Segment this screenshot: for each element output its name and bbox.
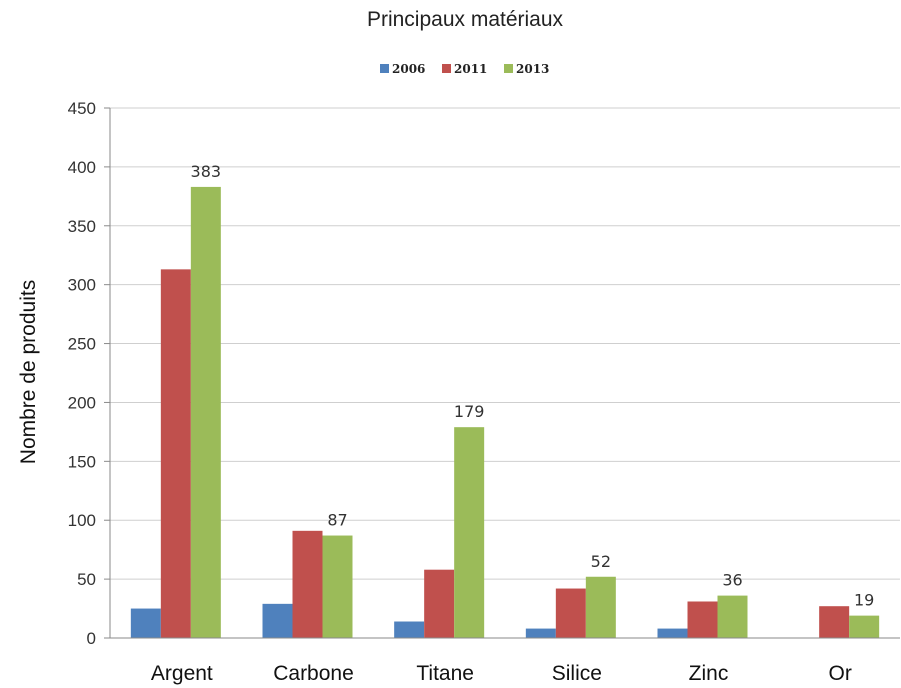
y-tick-label: 300 [68,276,96,295]
y-axis-label: Nombre de produits [17,280,40,464]
x-axis-categories: Argent Carbone Titane Silice Zinc Or [151,662,852,685]
data-label-titane: 179 [454,402,485,421]
bar-carbone-2006 [262,603,293,638]
legend-swatch-2011 [442,64,451,73]
y-tick-label: 0 [87,629,96,648]
y-tick-label: 450 [68,99,96,118]
x-tick-label-zinc: Zinc [689,662,729,685]
legend-label-2011: 2011 [454,62,487,76]
y-tick-label: 400 [68,158,96,177]
bar-carbone-2013 [322,535,353,638]
y-tick-label: 350 [68,217,96,236]
x-tick-label-argent: Argent [151,662,213,685]
bar-titane-2006 [394,621,425,638]
x-tick-label-silice: Silice [552,662,602,685]
bar-carbone-2011 [292,530,323,638]
x-tick-label-carbone: Carbone [273,662,354,685]
data-label-argent: 383 [191,162,222,181]
data-label-zinc: 36 [722,571,742,590]
x-tick-label-titane: Titane [416,662,474,685]
bar-or-2011 [819,606,850,638]
data-label-silice: 52 [591,552,611,571]
bar-or-2013 [849,615,880,638]
chart-title: Principaux matériaux [367,8,564,31]
legend-swatch-2006 [380,64,389,73]
bar-titane-2013 [454,427,485,638]
bar-zinc-2006 [657,628,688,638]
y-axis-ticks: 0 50 100 150 200 250 300 350 400 450 [68,99,110,648]
bar-argent-2013 [190,186,221,638]
bar-argent-2006 [130,608,161,638]
legend: 2006 2011 2013 [380,62,549,76]
legend-label-2013: 2013 [516,62,549,76]
bars [130,186,880,638]
y-tick-label: 200 [68,393,96,412]
y-tick-label: 100 [68,511,96,530]
bar-silice-2006 [525,628,556,638]
legend-label-2006: 2006 [392,62,425,76]
bar-silice-2013 [585,576,616,638]
y-tick-label: 50 [77,570,96,589]
gridlines [110,107,900,580]
data-label-carbone: 87 [327,511,347,530]
y-tick-label: 250 [68,335,96,354]
bar-titane-2011 [424,569,455,638]
bar-argent-2011 [160,269,191,638]
legend-swatch-2013 [504,64,513,73]
data-label-or: 19 [854,591,874,610]
bar-zinc-2011 [687,601,718,638]
bar-zinc-2013 [717,595,748,638]
y-tick-label: 150 [68,452,96,471]
x-tick-label-or: Or [829,662,852,685]
bar-silice-2011 [555,588,586,638]
data-labels: 383 87 179 52 36 19 [191,162,875,610]
